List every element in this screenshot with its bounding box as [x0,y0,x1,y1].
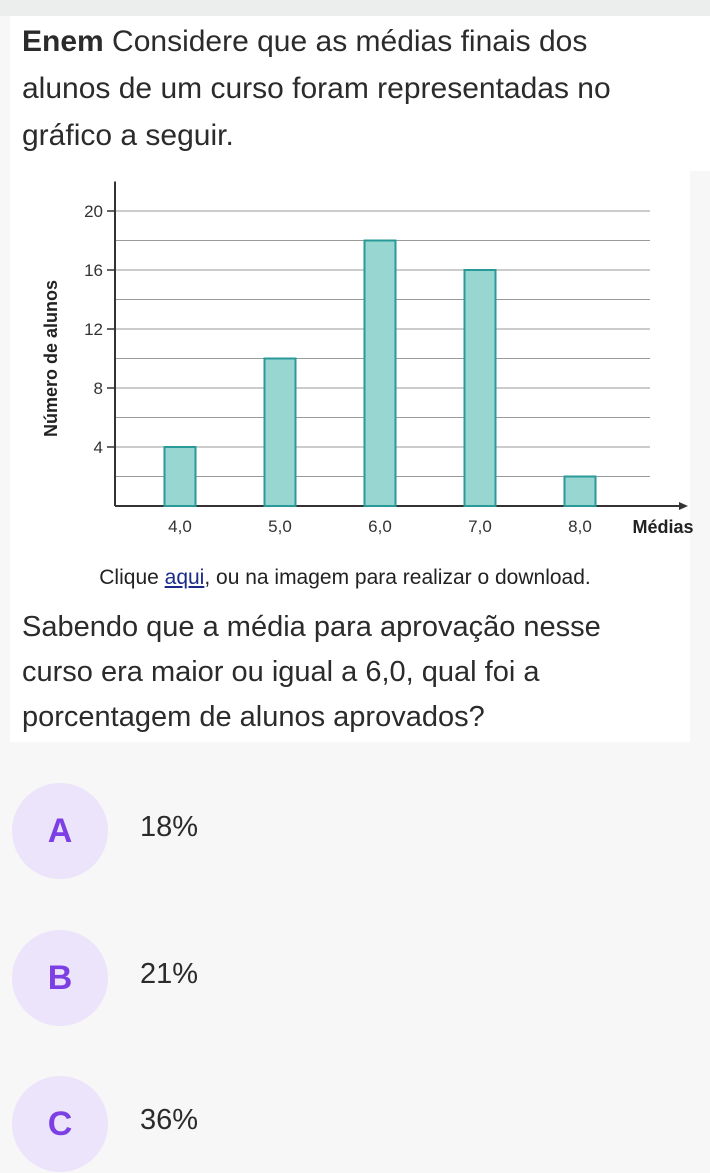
download-suffix: , ou na imagem para realizar o download. [204,566,591,589]
x-axis-arrow [679,502,688,510]
option-letter: C [12,1076,108,1172]
download-link[interactable]: aqui [164,566,205,589]
x-axis-label: Médias [632,517,693,537]
x-tick-label: 7,0 [468,517,492,536]
bar [363,239,397,507]
top-bar [0,0,710,16]
x-tick-label: 5,0 [268,517,292,536]
download-prefix: Clique [99,566,165,589]
y-tick-label: 8 [94,379,103,398]
bar-chart[interactable]: 4 8 12 16 20 Número de alunos 4,0 5,0 6,0 7,0 8,0 M… [20,168,700,548]
chart[interactable]: 4 8 12 16 20 Número de alunos 4,0 5,0 6,0 7,0 8,0 M… [20,168,700,548]
option-text: 18% [140,811,199,843]
question-body: Sabendo que a média para aprovação nesse… [22,611,601,733]
option-c[interactable]: C 36% [12,1076,692,1172]
card-edge [690,16,710,171]
bar [163,446,197,507]
y-tick-label: 12 [84,320,103,339]
bar [263,357,297,507]
y-tick-label: 20 [84,202,103,221]
y-tick-label: 4 [94,438,103,457]
option-letter: B [12,930,108,1026]
y-tick-label: 16 [84,261,103,280]
option-text: 36% [140,1104,199,1136]
question-source: Enem [22,25,104,58]
x-tick-label: 4,0 [168,517,192,536]
bar [463,269,497,507]
download-note: Clique aqui, ou na imagem para realizar … [0,566,690,590]
question-intro-text: Considere que as médias finais dos aluno… [22,25,611,152]
option-b[interactable]: B 21% [12,930,692,1026]
question-card [10,16,690,742]
x-tick-label: 8,0 [568,517,592,536]
option-text: 21% [140,958,199,990]
option-letter: A [12,783,108,879]
question-intro: Enem Considere que as médias finais dos … [22,18,662,159]
bar [563,475,597,507]
option-a[interactable]: A 18% [12,783,692,879]
y-axis-label: Número de alunos [41,280,61,437]
x-tick-label: 6,0 [368,517,392,536]
